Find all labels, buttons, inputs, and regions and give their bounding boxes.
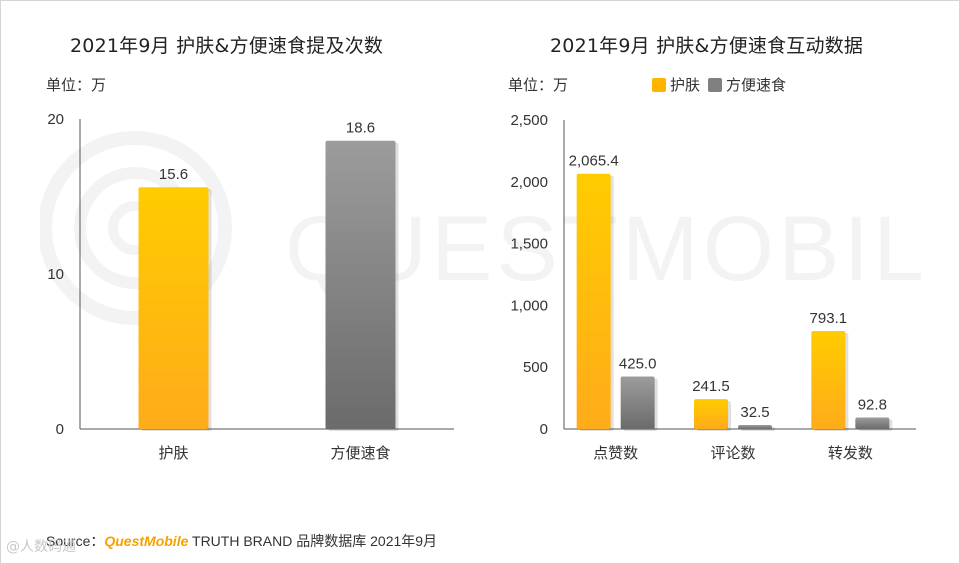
left-bar-1 xyxy=(138,187,209,429)
right-bar-value-label: 32.5 xyxy=(740,404,769,421)
right-y-tick-label: 2,000 xyxy=(510,174,548,191)
right-chart-title: 2021年9月 护肤&方便速食互动数据 xyxy=(550,35,864,57)
legend-item-series-2: 方便速食 xyxy=(708,74,786,95)
right-y-tick-label: 1,000 xyxy=(510,297,548,314)
right-bar-value-label: 425.0 xyxy=(619,355,657,372)
source-note: Source：QuestMobile TRUTH BRAND 品牌数据库 202… xyxy=(46,531,437,551)
legend-label-series-2: 方便速食 xyxy=(726,76,787,94)
right-bar-series-2 xyxy=(738,424,772,429)
left-y-tick-label: 20 xyxy=(47,111,64,128)
left-chart-title: 2021年9月 护肤&方便速食提及次数 xyxy=(70,35,384,57)
right-chart-legend: 护肤 方便速食 xyxy=(652,74,794,95)
right-bar-series-1 xyxy=(811,330,846,429)
right-y-tick-label: 1,500 xyxy=(510,236,548,253)
left-bar-value-label: 18.6 xyxy=(346,120,375,137)
right-x-tick-label: 转发数 xyxy=(828,445,873,462)
left-y-tick-label: 0 xyxy=(56,421,64,438)
right-unit-label: 单位：万 xyxy=(508,76,569,94)
left-unit-label: 单位：万 xyxy=(46,76,107,94)
right-bar-value-label: 793.1 xyxy=(810,310,848,327)
right-bar-series-2 xyxy=(620,376,655,429)
corner-watermark: @人数码通 xyxy=(6,539,76,555)
left-y-tick-label: 10 xyxy=(47,266,64,283)
source-rest: TRUTH BRAND 品牌数据库 2021年9月 xyxy=(188,533,438,549)
right-bar-series-2 xyxy=(855,417,890,429)
source-brand: QuestMobile xyxy=(104,533,189,549)
right-bar-value-label: 92.8 xyxy=(858,397,887,414)
right-bar-series-1 xyxy=(576,173,611,429)
left-bar-value-label: 15.6 xyxy=(159,166,188,183)
legend-swatch-series-1 xyxy=(652,77,666,92)
left-x-tick-label: 方便速食 xyxy=(330,445,390,462)
right-bar-value-label: 241.5 xyxy=(692,378,730,395)
legend-label-series-1: 护肤 xyxy=(670,76,701,94)
right-x-tick-label: 评论数 xyxy=(710,445,755,462)
right-y-tick-label: 500 xyxy=(523,359,548,376)
legend-item-series-1: 护肤 xyxy=(652,74,700,95)
legend-swatch-series-2 xyxy=(708,77,723,92)
source-prefix: Source： xyxy=(46,533,105,549)
left-x-tick-label: 护肤 xyxy=(158,445,188,462)
right-bar-value-label: 2,065.4 xyxy=(569,153,619,170)
left-bar-2 xyxy=(325,140,396,429)
right-y-tick-label: 2,500 xyxy=(510,112,548,129)
right-bar-series-1 xyxy=(694,399,728,429)
right-y-tick-label: 0 xyxy=(540,421,548,438)
right-x-tick-label: 点赞数 xyxy=(593,445,638,462)
